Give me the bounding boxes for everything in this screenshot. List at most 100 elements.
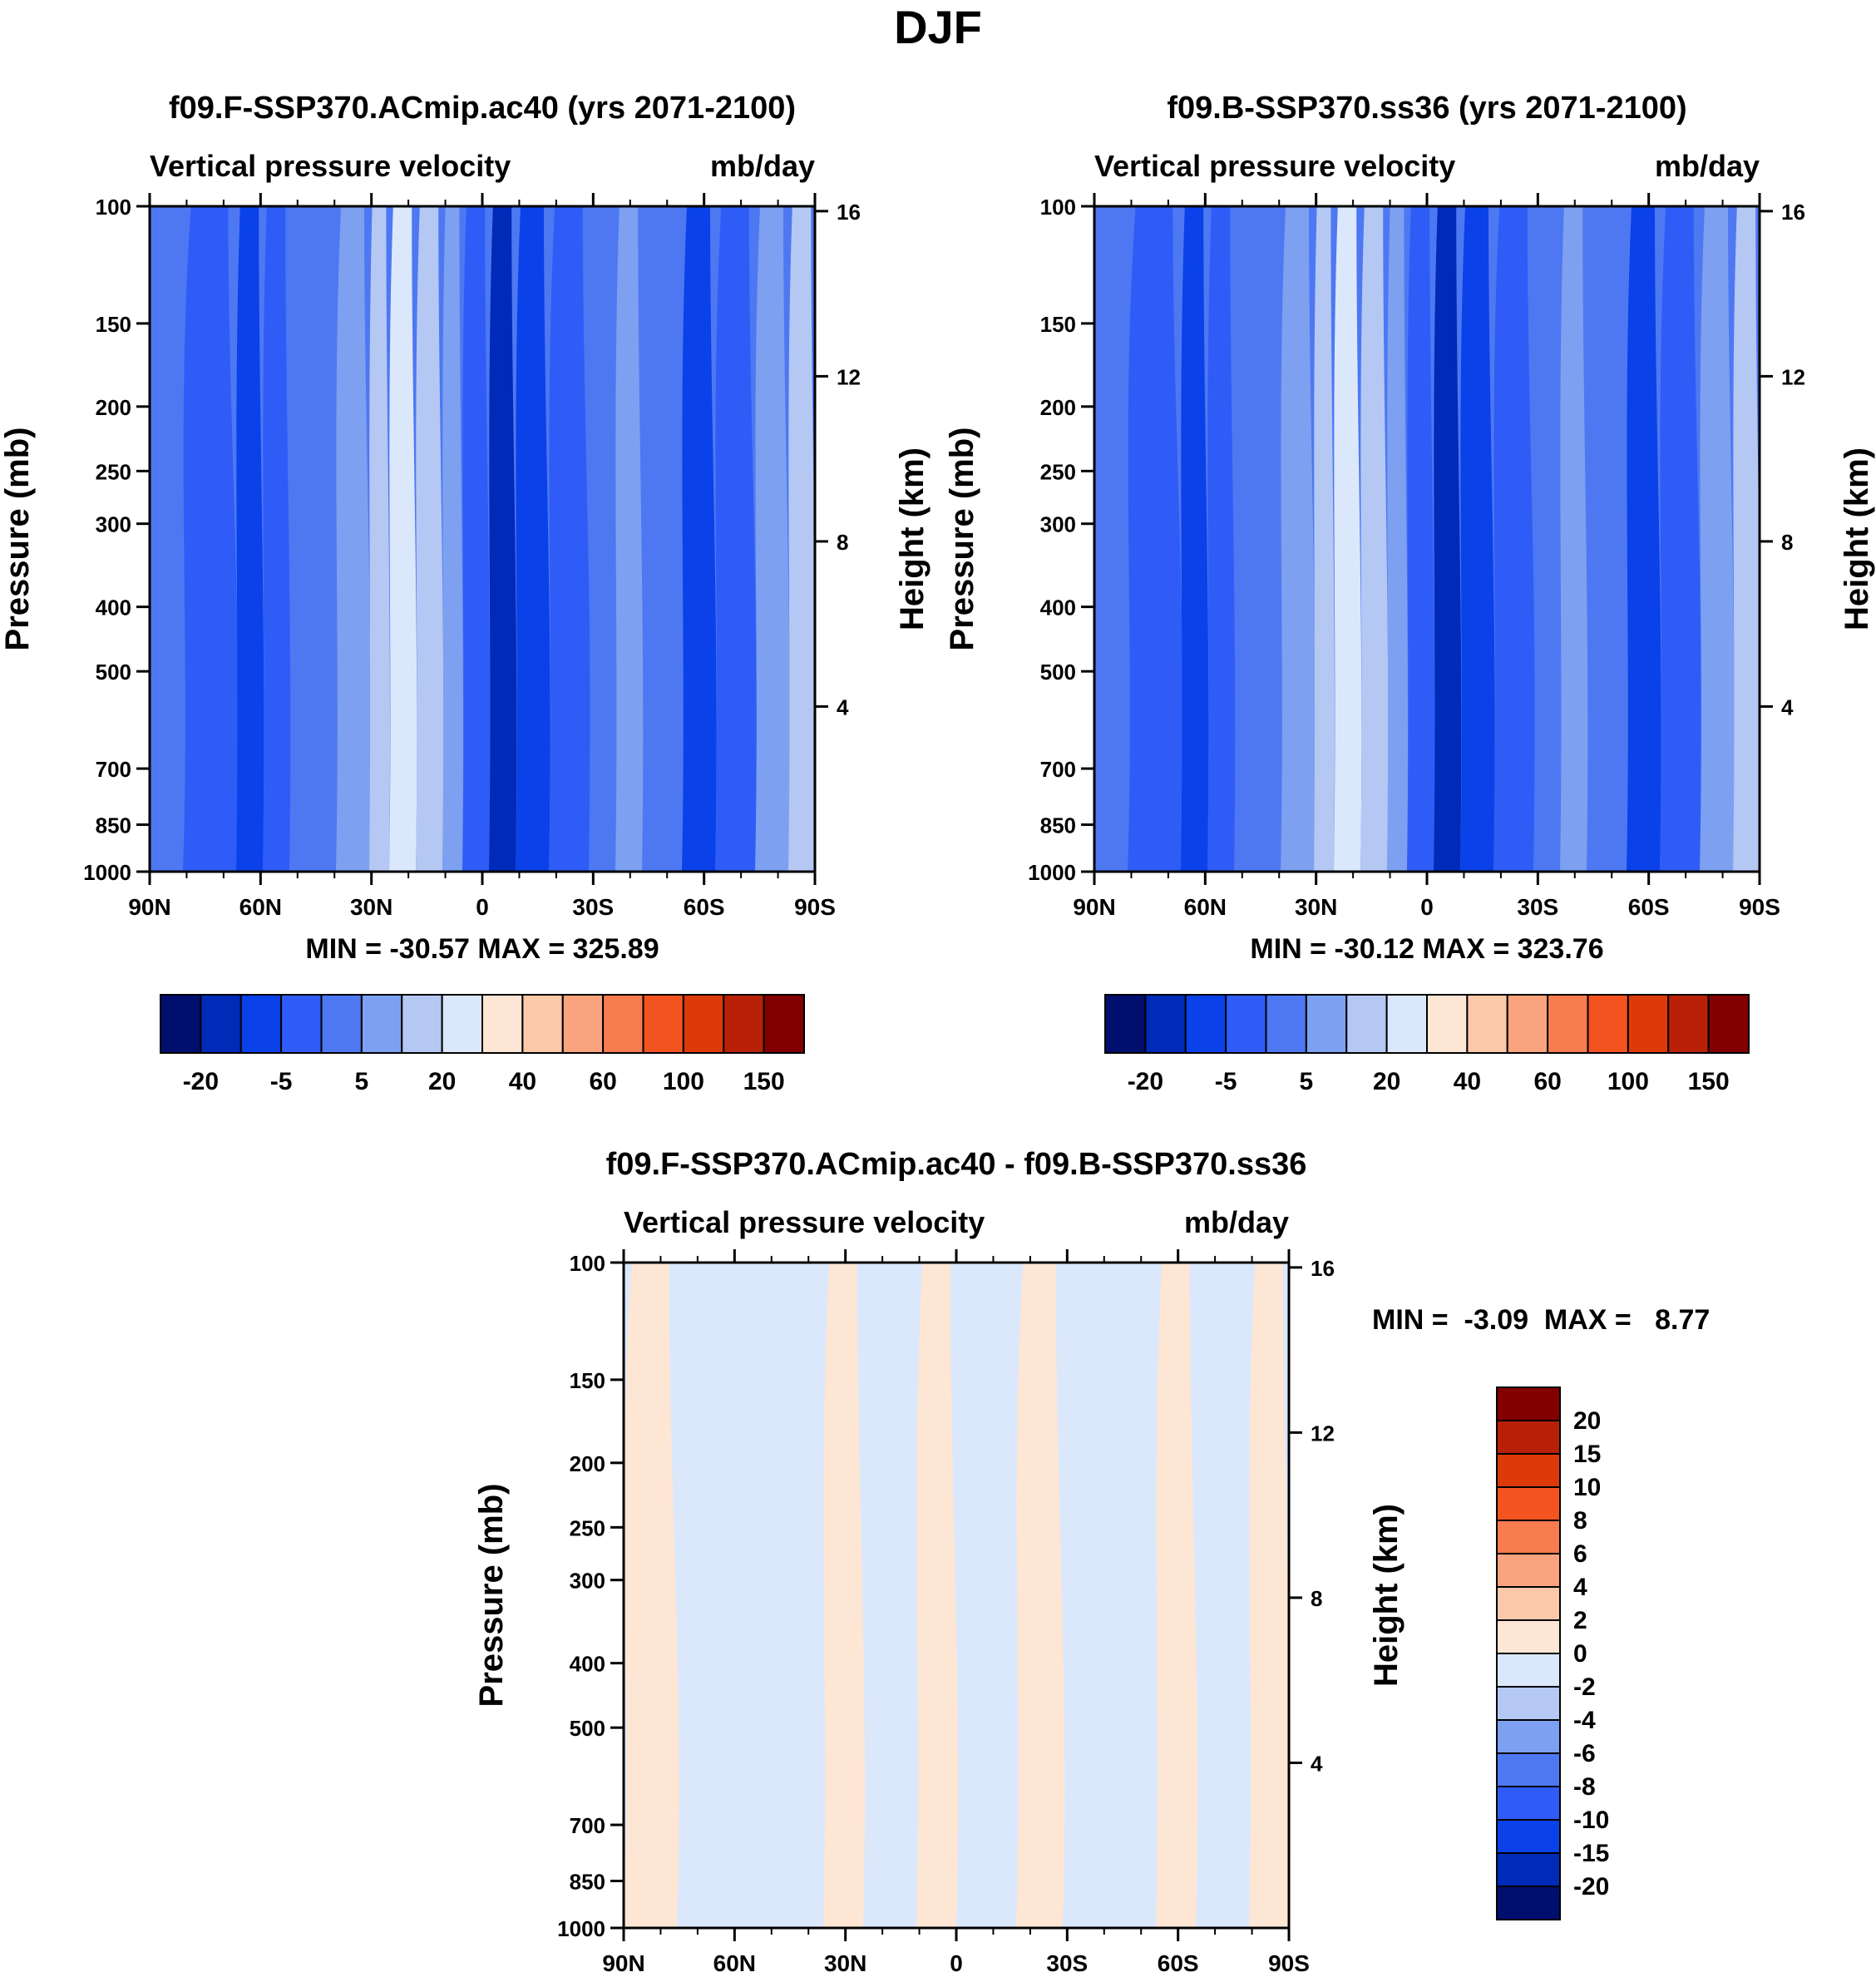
colorbar-tick-label: 5 xyxy=(1300,1068,1314,1095)
y-tick-label: 500 xyxy=(1040,660,1076,685)
y-tick-label: 300 xyxy=(570,1569,605,1594)
min-max-stats: MIN = -30.57 MAX = 325.89 xyxy=(305,933,659,965)
contour-band xyxy=(1360,206,1389,872)
y2-axis-label: Height (km) xyxy=(1368,1504,1405,1687)
min-max-stats: MIN = -3.09 MAX = 8.77 xyxy=(1372,1304,1710,1336)
x-tick-label: 0 xyxy=(950,1950,963,1976)
y-tick-label: 500 xyxy=(96,660,131,685)
x-tick-label: 90N xyxy=(1073,894,1115,920)
colorbar: -20 -5 5 20 40 60 100 150 xyxy=(160,994,805,1095)
contour-band xyxy=(1128,206,1183,872)
x-tick-label: 90S xyxy=(1739,894,1780,920)
x-tick-label: 60N xyxy=(1184,894,1227,920)
colorbar-swatch xyxy=(1496,1453,1561,1488)
colorbar-tick-label: 20 xyxy=(1573,1407,1601,1435)
x-tick-label: 30N xyxy=(350,894,392,920)
contour-band xyxy=(489,206,517,872)
contour-band xyxy=(1281,206,1316,872)
y2-tick-label: 12 xyxy=(1781,364,1805,389)
colorbar-swatch xyxy=(1496,1653,1561,1688)
contour-band xyxy=(1234,206,1283,872)
panel-control: f09.F-SSP370.ACmip.ac40 (yrs 2071-2100) … xyxy=(0,91,931,1095)
colorbar-swatch xyxy=(1707,994,1750,1054)
colorbar-tick-label: 2 xyxy=(1573,1607,1587,1634)
colorbar-swatch xyxy=(401,994,443,1054)
y-tick-label: 100 xyxy=(96,195,131,220)
contour-band xyxy=(1207,206,1236,872)
x-tick-label: 30N xyxy=(1295,894,1337,920)
colorbar-swatch xyxy=(1496,1852,1561,1887)
y2-tick-label: 16 xyxy=(837,200,861,225)
colorbar-tick-label: -15 xyxy=(1573,1840,1609,1867)
colorbar-swatch xyxy=(1496,1386,1561,1421)
contour-band xyxy=(916,1263,959,1928)
colorbar-swatch xyxy=(642,994,684,1054)
colorbar-tick-label: 0 xyxy=(1573,1640,1587,1668)
y-tick-label: 300 xyxy=(1040,512,1076,537)
panel-title: f09.F-SSP370.ACmip.ac40 - f09.B-SSP370.s… xyxy=(606,1147,1307,1182)
colorbar-tick-label: 100 xyxy=(663,1068,704,1095)
colorbar-tick-label: -20 xyxy=(1128,1068,1163,1095)
x-tick-label: 0 xyxy=(476,894,489,920)
x-tick-label: 60S xyxy=(1158,1950,1199,1976)
contour-band xyxy=(642,206,684,872)
y-tick-label: 500 xyxy=(570,1716,605,1741)
y-tick-label: 850 xyxy=(1040,813,1076,838)
colorbar-tick-label: 40 xyxy=(1454,1068,1481,1095)
y-tick-label: 150 xyxy=(570,1368,605,1393)
x-tick-label: 30S xyxy=(1046,1950,1088,1976)
y-tick-label: 700 xyxy=(1040,757,1076,782)
colorbar-swatch xyxy=(1587,994,1629,1054)
colorbar-swatch xyxy=(1426,994,1469,1054)
y-tick-label: 200 xyxy=(96,395,131,420)
y2-tick-label: 8 xyxy=(837,530,848,555)
y2-axis-label: Height (km) xyxy=(894,447,931,630)
colorbar: -20 -5 5 20 40 60 100 150 xyxy=(1104,994,1750,1095)
units-label: mb/day xyxy=(1655,149,1760,183)
contour-band xyxy=(183,206,239,872)
y2-tick-label: 4 xyxy=(1311,1751,1323,1776)
colorbar-tick-label: 4 xyxy=(1573,1574,1587,1601)
colorbar-swatch xyxy=(280,994,323,1054)
x-tick-label: 60N xyxy=(713,1950,756,1976)
y-tick-label: 200 xyxy=(570,1451,605,1476)
y-tick-label: 150 xyxy=(96,312,131,337)
contour-band xyxy=(677,1263,830,1928)
contour-band xyxy=(1156,1263,1198,1928)
contour-band xyxy=(289,206,338,872)
y-tick-label: 250 xyxy=(570,1515,605,1540)
colorbar-tick-label: -8 xyxy=(1573,1773,1596,1801)
x-tick-label: 0 xyxy=(1420,894,1434,920)
x-tick-label: 90N xyxy=(602,1950,644,1976)
colorbar-tick-label: 20 xyxy=(1373,1068,1400,1095)
y-tick-label: 250 xyxy=(96,459,131,484)
units-label: mb/day xyxy=(710,149,815,183)
x-tick-label: 30S xyxy=(1517,894,1558,920)
colorbar-swatch xyxy=(1667,994,1710,1054)
y2-axis-label: Height (km) xyxy=(1839,447,1875,630)
y2-tick-label: 4 xyxy=(1781,694,1794,719)
colorbar-swatch xyxy=(1385,994,1428,1054)
colorbar-tick-label: 150 xyxy=(743,1068,785,1095)
colorbar-tick-label: -6 xyxy=(1573,1740,1596,1767)
contour-band xyxy=(1314,206,1335,872)
colorbar-swatch xyxy=(1305,994,1348,1054)
variable-label: Vertical pressure velocity xyxy=(1094,149,1455,183)
colorbar-swatch xyxy=(239,994,283,1054)
colorbar-swatch xyxy=(320,994,363,1054)
contour-band xyxy=(369,206,391,872)
x-tick-label: 90S xyxy=(794,894,836,920)
figure-title: DJF xyxy=(894,1,982,53)
colorbar-swatch xyxy=(1627,994,1670,1054)
colorbar-swatch xyxy=(1225,994,1267,1054)
y-tick-label: 300 xyxy=(96,512,131,537)
colorbar-tick-label: 100 xyxy=(1607,1068,1649,1095)
y-tick-label: 150 xyxy=(1040,312,1076,337)
min-max-stats: MIN = -30.12 MAX = 323.76 xyxy=(1250,933,1603,965)
y2-tick-label: 8 xyxy=(1781,530,1793,555)
colorbar-tick-label: 150 xyxy=(1688,1068,1730,1095)
contour-band xyxy=(442,206,464,872)
contour-band xyxy=(823,1263,866,1928)
colorbar-swatch xyxy=(1496,1886,1561,1920)
